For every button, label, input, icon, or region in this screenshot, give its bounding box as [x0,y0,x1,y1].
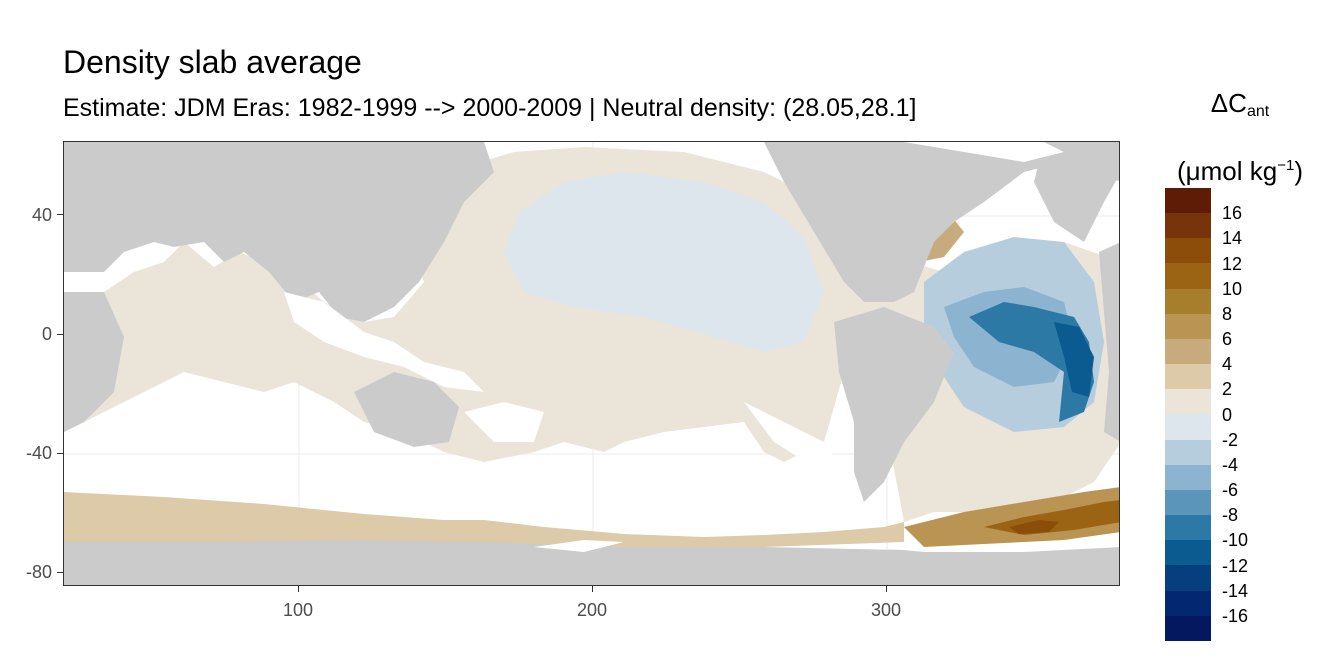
legend-label: 16 [1222,203,1243,224]
nodata-tasman [464,402,544,442]
legend-label: -16 [1222,605,1249,626]
x-tick-mark [886,586,887,592]
australia [354,372,459,447]
y-tick-label: -40 [25,443,52,463]
legend-swatch [1165,389,1211,415]
y-tick-label: 40 [31,205,52,225]
legend-swatch [1165,439,1211,465]
antarctica [64,540,1119,585]
chart-subtitle: Estimate: JDM Eras: 1982-1999 --> 2000-2… [63,94,917,122]
chart-title: Density slab average [63,44,362,80]
legend-label: 14 [1222,228,1243,249]
legend-swatch [1165,515,1211,541]
legend-label: -14 [1222,580,1249,601]
map-plot [64,142,1119,585]
north-pacific [504,172,824,352]
southern-ocean-band [64,492,904,547]
legend-swatch [1165,414,1211,440]
legend-swatch [1165,213,1211,239]
legend-label: 12 [1222,253,1243,274]
legend-label: -4 [1222,454,1239,475]
x-tick-label: 300 [870,600,902,620]
legend-label: 8 [1222,303,1233,324]
y-tick-mark [57,334,63,335]
land [64,142,1119,585]
y-tick-mark [57,214,63,215]
legend-colorbar [1165,188,1211,641]
x-tick-label: 200 [576,600,608,620]
south-america [834,307,954,502]
legend-swatch [1165,489,1211,516]
legend-swatch [1165,364,1211,390]
legend-label: -6 [1222,480,1239,500]
legend-swatch [1165,615,1211,641]
legend-swatch [1165,590,1211,616]
weddell-sea [904,487,1119,547]
legend-swatch [1165,263,1211,289]
legend-label: 6 [1222,329,1233,349]
legend-label: 2 [1222,379,1233,400]
greenland-europe [1034,142,1119,242]
africa [64,292,124,432]
nodata-arctic [904,142,1064,162]
legend-title: ΔCant (μmol kg−1) [1160,86,1320,188]
legend-swatch [1165,188,1211,214]
legend-unit-suffix: ) [1294,156,1303,186]
legend-swatch [1165,464,1211,490]
legend-title-main: ΔC [1210,88,1247,118]
legend-swatch [1165,313,1211,339]
eurasia [64,142,494,322]
legend-unit-sup: −1 [1277,157,1295,174]
weddell-sea-peak [1009,520,1059,534]
y-tick-label: 0 [41,324,52,344]
legend-label: 4 [1222,354,1233,375]
y-tick-label: -80 [25,562,52,582]
legend-label: -8 [1222,505,1239,526]
legend-swatch [1165,238,1211,264]
legend-swatch [1165,540,1211,566]
legend-label: 0 [1222,404,1233,425]
y-tick-mark [57,453,63,454]
x-tick-mark [592,586,593,592]
nodata-antarctic-margin [534,540,624,552]
europe-africa-east [1099,242,1119,441]
x-tick-label: 100 [282,600,314,620]
nodata-south-pacific [744,402,844,472]
no-data [284,142,1064,552]
legend-swatch [1165,565,1211,591]
legend-label: 10 [1222,278,1243,299]
x-tick-mark [298,586,299,592]
legend-label: -2 [1222,429,1239,450]
legend-label: -10 [1222,530,1249,551]
legend-swatch [1165,288,1211,314]
y-tick-mark [57,572,63,573]
north-atlantic-core [1054,322,1094,397]
legend-swatch [1165,338,1211,365]
north-america [764,142,1119,302]
legend-label: -12 [1222,555,1249,576]
legend-unit-prefix: (μmol kg [1177,156,1278,186]
nodata-maritime-continent [284,292,484,392]
legend-title-sub: ant [1246,103,1270,120]
map-panel [63,141,1120,586]
